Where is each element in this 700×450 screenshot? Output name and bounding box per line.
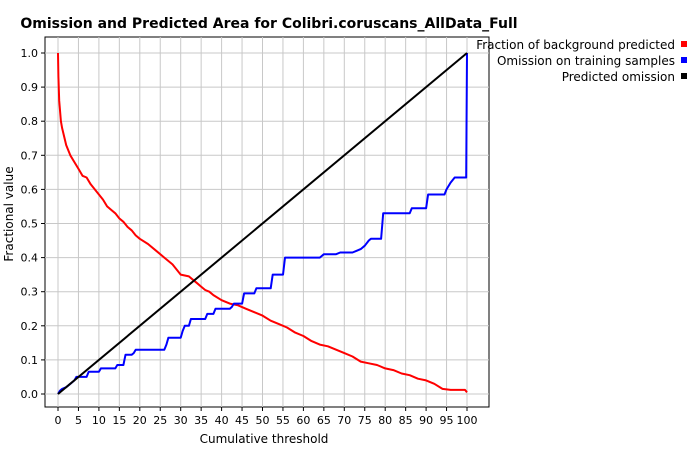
plot-area bbox=[44, 36, 490, 408]
x-tick-label: 5 bbox=[75, 414, 82, 427]
y-tick-label: 0.2 bbox=[21, 320, 39, 333]
y-tick-label: 0.4 bbox=[21, 252, 39, 265]
y-tick-label: 0.1 bbox=[21, 354, 39, 367]
predicted-omission-line bbox=[57, 52, 468, 395]
x-tick-label: 50 bbox=[256, 414, 270, 427]
x-tick-label: 35 bbox=[194, 414, 208, 427]
x-tick-label: 75 bbox=[358, 414, 372, 427]
y-tick-label: 1.0 bbox=[21, 47, 39, 60]
series-lines bbox=[57, 52, 468, 395]
y-tick-label: 0.8 bbox=[21, 115, 39, 128]
x-tick-label: 100 bbox=[457, 414, 478, 427]
y-tick-label: 0.7 bbox=[21, 149, 39, 162]
y-tick-label: 0.5 bbox=[21, 218, 39, 231]
x-tick-label: 80 bbox=[378, 414, 392, 427]
legend: Fraction of background predicted Omission… bbox=[476, 38, 687, 84]
y-tick-label: 0.0 bbox=[21, 388, 39, 401]
legend-swatch bbox=[681, 73, 687, 79]
x-tick-label: 60 bbox=[296, 414, 310, 427]
x-axis-label: Cumulative threshold bbox=[200, 432, 329, 446]
x-tick-label: 40 bbox=[215, 414, 229, 427]
x-tick-label: 20 bbox=[133, 414, 147, 427]
x-tick-label: 25 bbox=[153, 414, 167, 427]
x-tick-label: 30 bbox=[174, 414, 188, 427]
x-tick-label: 45 bbox=[235, 414, 249, 427]
x-tick-label: 95 bbox=[440, 414, 454, 427]
x-tick-label: 70 bbox=[337, 414, 351, 427]
x-tick-label: 85 bbox=[399, 414, 413, 427]
training-omission-line bbox=[57, 52, 468, 395]
axis-ticks: 0 5 10 15 20 25 30 35 40 45 50 55 60 65 70 75 80 85 90 95 10… bbox=[21, 47, 478, 427]
x-tick-label: 65 bbox=[317, 414, 331, 427]
x-tick-label: 10 bbox=[92, 414, 106, 427]
background-predicted-line bbox=[57, 52, 468, 393]
x-tick-label: 90 bbox=[419, 414, 433, 427]
y-axis-label: Fractional value bbox=[2, 166, 16, 261]
legend-label: Fraction of background predicted bbox=[476, 38, 675, 52]
x-tick-label: 15 bbox=[112, 414, 126, 427]
x-tick-label: 55 bbox=[276, 414, 290, 427]
y-tick-label: 0.9 bbox=[21, 81, 39, 94]
x-tick-label: 0 bbox=[55, 414, 62, 427]
legend-label: Omission on training samples bbox=[497, 54, 675, 68]
y-tick-label: 0.6 bbox=[21, 183, 39, 196]
y-tick-label: 0.3 bbox=[21, 286, 39, 299]
legend-swatch bbox=[681, 41, 687, 47]
legend-label: Predicted omission bbox=[562, 70, 675, 84]
chart-title: Omission and Predicted Area for Colibri.… bbox=[20, 16, 517, 32]
legend-swatch bbox=[681, 57, 687, 63]
